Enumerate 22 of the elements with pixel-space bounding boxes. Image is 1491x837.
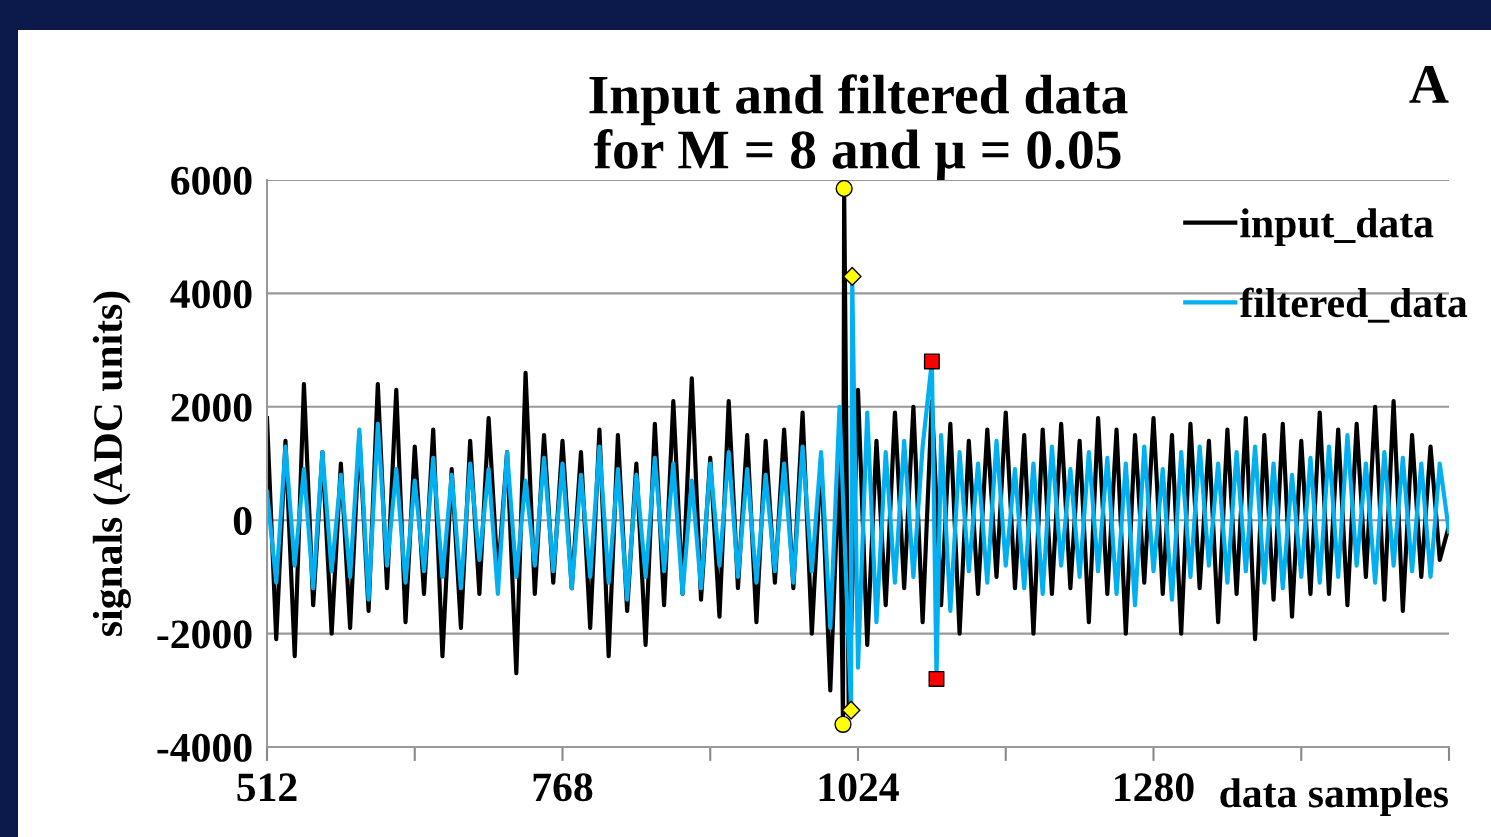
- point: [923, 353, 940, 370]
- point: [835, 180, 853, 198]
- legend-label: input_data: [1240, 208, 1434, 247]
- x-tick-label: 1280: [1115, 773, 1194, 802]
- y-tick-label: 2000: [171, 393, 252, 422]
- point: [842, 266, 862, 286]
- y-axis-title: signals (ADC units): [92, 291, 131, 636]
- x-tick-label: 512: [237, 773, 297, 802]
- point: [834, 715, 852, 733]
- y-tick-label: -4000: [157, 733, 252, 762]
- point: [928, 670, 945, 687]
- y-tick-label: -2000: [157, 620, 252, 649]
- y-tick-label: 6000: [171, 166, 252, 195]
- y-tick-label: 0: [233, 506, 252, 536]
- x-tick-label: 768: [533, 773, 593, 802]
- point: [841, 700, 861, 720]
- x-tick-label: 1024: [819, 773, 899, 802]
- text: A: [1409, 65, 1449, 103]
- legend-label: filtered_data: [1239, 287, 1468, 323]
- x-axis-title: data samples: [1220, 778, 1448, 816]
- y-tick-label: 4000: [170, 280, 252, 309]
- chart-title: Input and filtered data for M = 8 and μ = 0.05: [589, 74, 1128, 180]
